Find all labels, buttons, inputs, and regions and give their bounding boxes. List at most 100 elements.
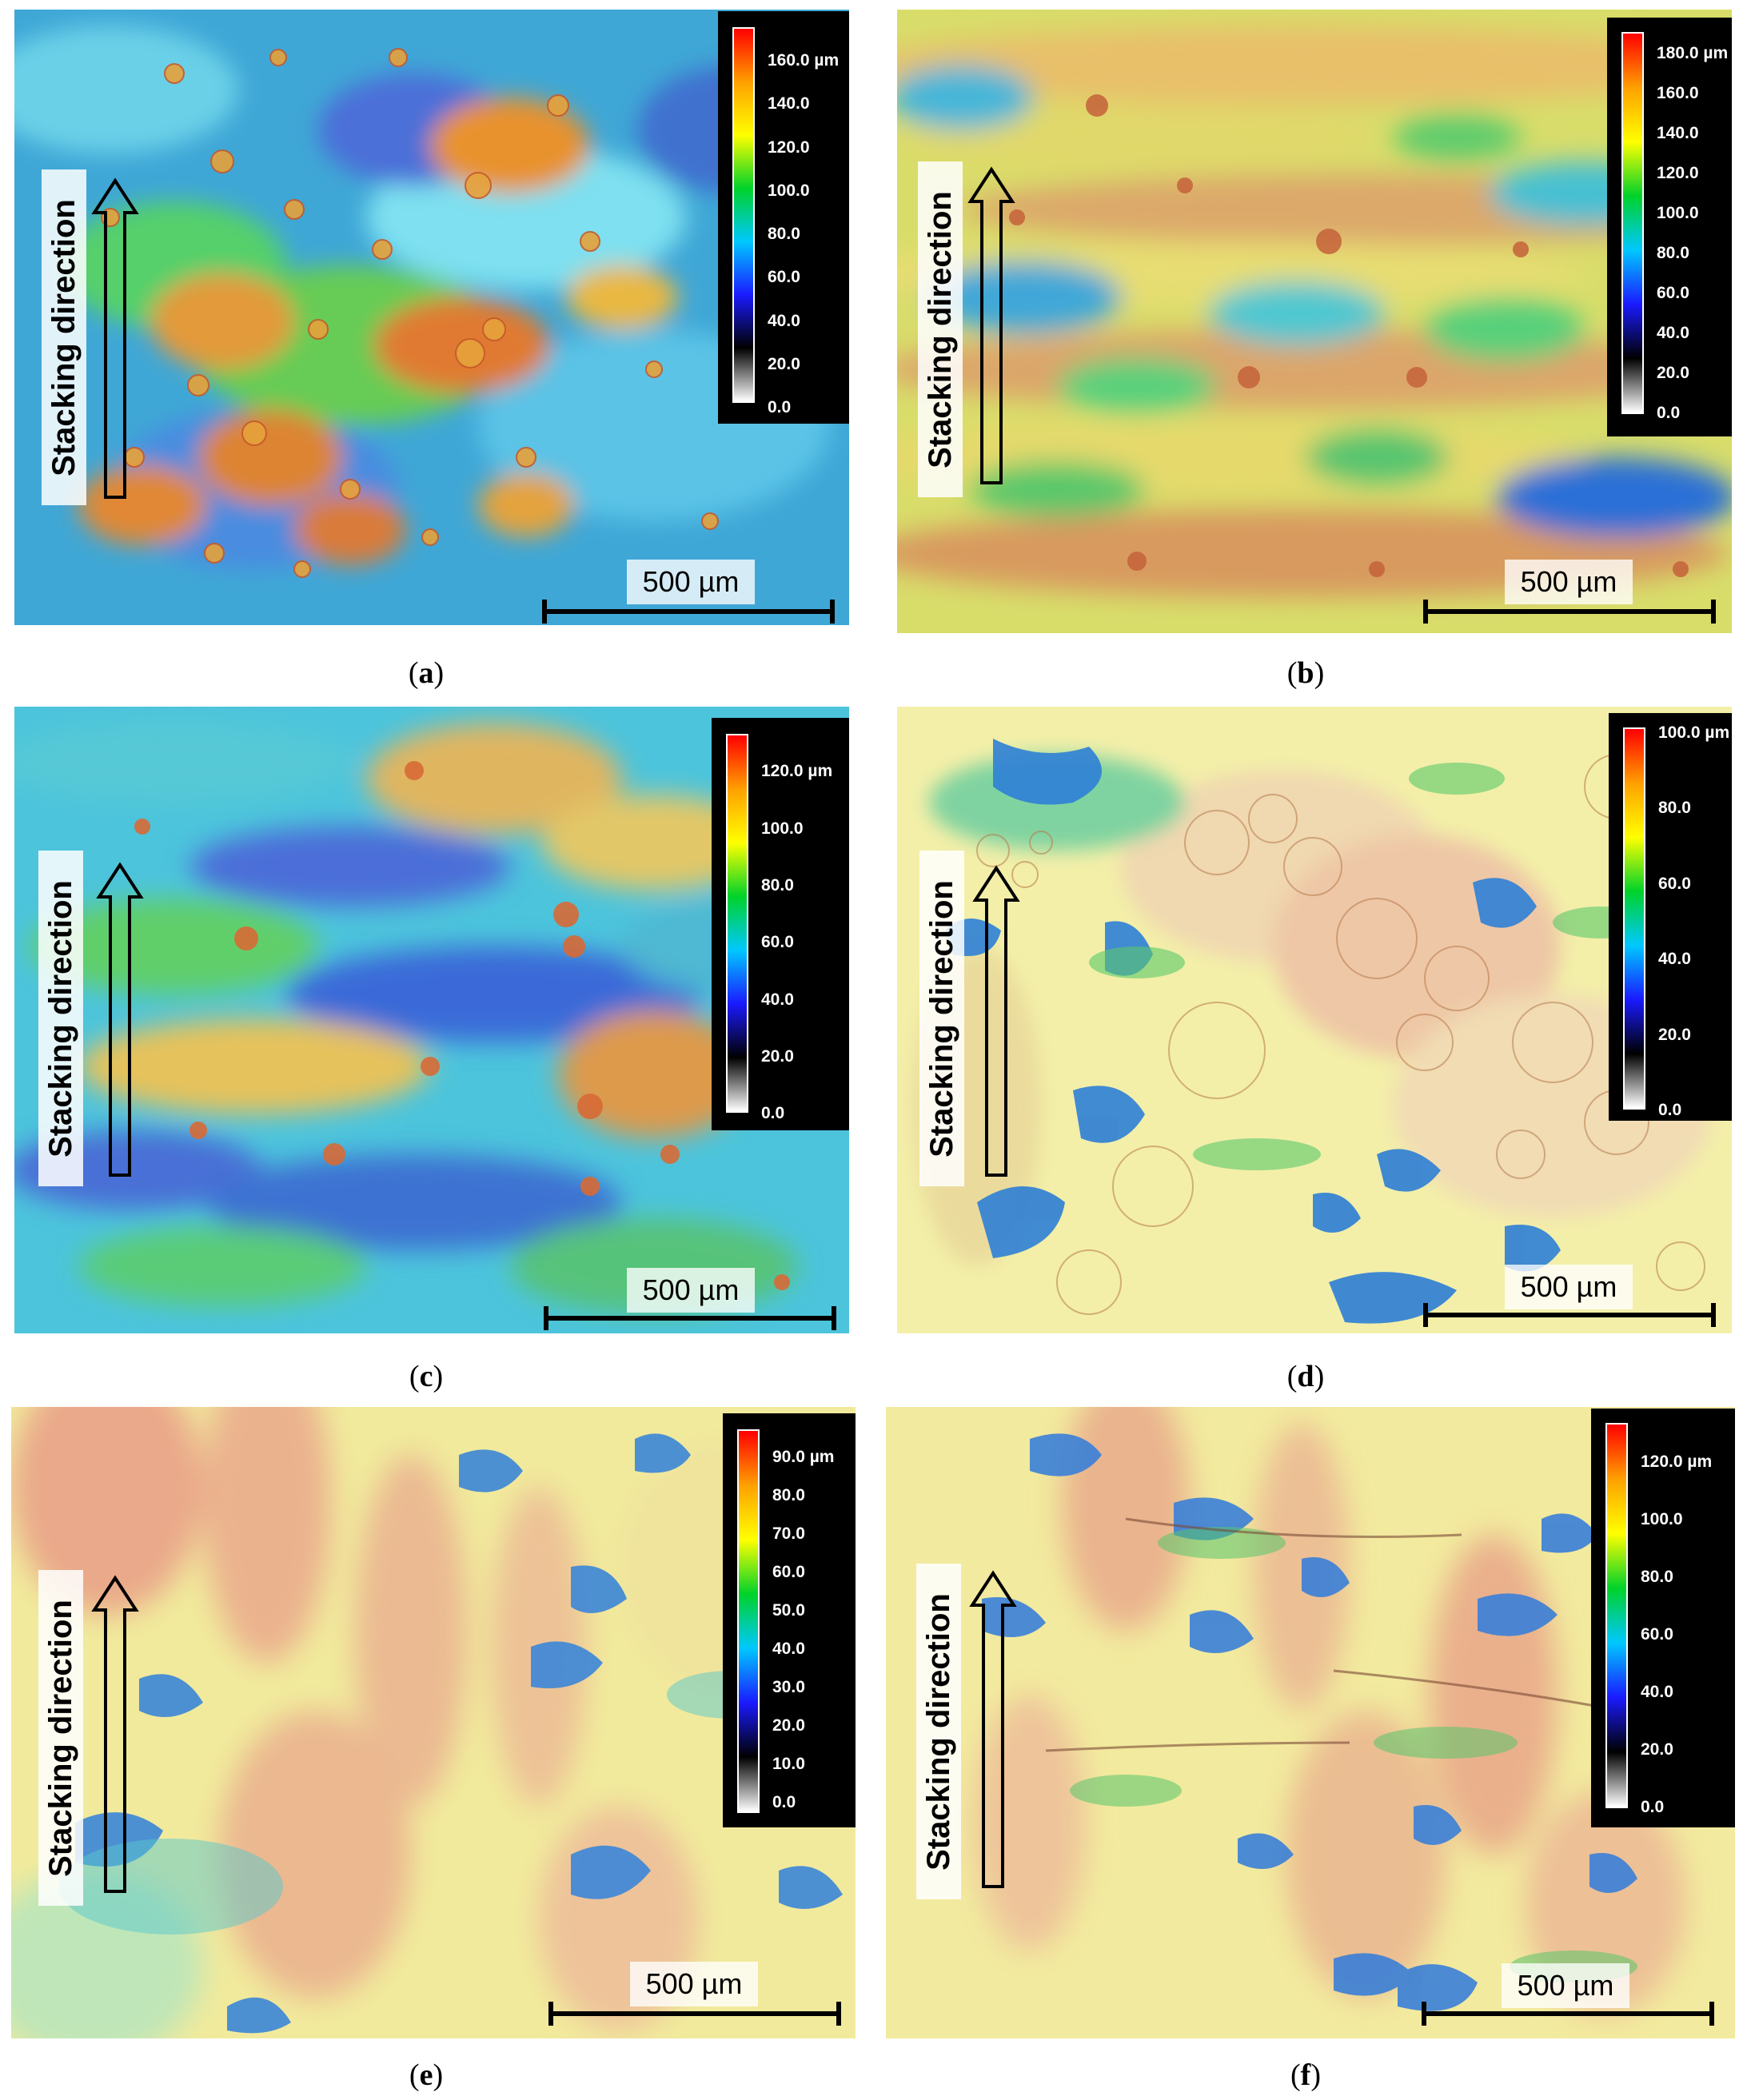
panel-b-caption: (b)	[1286, 656, 1325, 690]
colorbar-tick: 0.0	[772, 1793, 796, 1811]
colorbar-tick: 40.0	[772, 1640, 805, 1658]
scale-bar-label: 500 µm	[1505, 1265, 1633, 1309]
surface-height-map-b	[897, 10, 1732, 633]
stacking-direction-label: Stacking direction	[916, 1564, 961, 1899]
colorbar-tick: 0.0	[761, 1104, 785, 1122]
colorbar-tick: 120.0 µm	[761, 762, 833, 780]
panel-f-caption: (f)	[1290, 2058, 1321, 2092]
stacking-direction-arrow-icon	[969, 1570, 1017, 1893]
scale-bar-label: 500 µm	[627, 560, 755, 604]
colorbar-tick: 140.0	[1657, 124, 1699, 142]
colorbar-tick: 140.0	[768, 94, 810, 113]
stacking-direction-label: Stacking direction	[919, 851, 964, 1186]
scale-bar	[548, 2002, 841, 2026]
stacking-direction-label: Stacking direction	[38, 1570, 83, 1906]
scale-bar-label: 500 µm	[627, 1268, 755, 1313]
panel-a-image: Stacking direction 160.0 µm 140.0 120.0 …	[14, 10, 849, 625]
colorbar-tick: 10.0	[772, 1755, 805, 1773]
colorbar-gradient	[732, 27, 755, 403]
colorbar-tick: 40.0	[1657, 324, 1689, 342]
panel-d-caption: (d)	[1286, 1360, 1325, 1393]
colorbar-tick: 20.0	[768, 355, 800, 373]
colorbar-tick: 20.0	[1641, 1740, 1673, 1759]
colorbar-tick: 80.0	[1641, 1568, 1673, 1586]
colorbar-tick: 160.0 µm	[768, 51, 840, 70]
height-colorbar: 120.0 µm 100.0 80.0 60.0 40.0 20.0 0.0	[712, 718, 849, 1130]
colorbar-tick: 0.0	[768, 398, 792, 416]
height-colorbar: 180.0 µm 160.0 140.0 120.0 100.0 80.0 60…	[1607, 18, 1732, 436]
colorbar-tick: 90.0 µm	[772, 1448, 835, 1466]
colorbar-tick: 60.0	[1658, 875, 1691, 893]
colorbar-tick: 80.0	[1658, 799, 1691, 817]
colorbar-tick: 80.0	[1657, 244, 1689, 262]
colorbar-gradient	[1605, 1423, 1628, 1808]
colorbar-tick: 80.0	[768, 225, 800, 243]
colorbar-tick: 20.0	[1658, 1026, 1691, 1044]
colorbar-tick: 20.0	[772, 1716, 805, 1735]
height-colorbar: 160.0 µm 140.0 120.0 100.0 80.0 60.0 40.…	[718, 11, 849, 424]
surface-height-map-d	[897, 707, 1732, 1333]
panel-c-image: Stacking direction 120.0 µm 100.0 80.0 6…	[14, 707, 849, 1333]
scale-bar	[1423, 1303, 1716, 1327]
stacking-direction-arrow-icon	[967, 166, 1015, 489]
colorbar-tick: 30.0	[772, 1678, 805, 1696]
colorbar-tick: 60.0	[1641, 1625, 1673, 1644]
panel-a-caption: (a)	[408, 656, 445, 690]
surface-height-map-a	[14, 10, 849, 625]
colorbar-tick: 60.0	[1657, 284, 1689, 302]
height-colorbar: 90.0 µm 80.0 70.0 60.0 50.0 40.0 30.0 20…	[723, 1413, 856, 1827]
colorbar-tick: 70.0	[772, 1524, 805, 1543]
colorbar-gradient	[737, 1429, 760, 1813]
height-colorbar: 120.0 µm 100.0 80.0 60.0 40.0 20.0 0.0	[1591, 1409, 1735, 1827]
colorbar-tick: 100.0	[768, 181, 810, 200]
scale-bar-label: 500 µm	[630, 1962, 758, 2006]
colorbar-tick: 60.0	[772, 1563, 805, 1581]
colorbar-tick: 40.0	[1641, 1683, 1673, 1701]
colorbar-tick: 180.0 µm	[1657, 44, 1729, 62]
stacking-direction-arrow-icon	[96, 862, 144, 1181]
colorbar-tick: 20.0	[1657, 364, 1689, 382]
colorbar-tick: 160.0	[1657, 84, 1699, 102]
colorbar-tick: 100.0	[761, 819, 804, 838]
scale-bar	[544, 1306, 836, 1330]
colorbar-tick: 20.0	[761, 1047, 794, 1066]
scale-bar-label: 500 µm	[1502, 1963, 1629, 2008]
height-colorbar: 100.0 µm 80.0 60.0 40.0 20.0 0.0	[1609, 713, 1732, 1121]
stacking-direction-label: Stacking direction	[42, 169, 86, 505]
panel-f-image: Stacking direction 120.0 µm 100.0 80.0 6…	[886, 1407, 1735, 2038]
colorbar-tick: 40.0	[768, 312, 800, 330]
panel-e-image: Stacking direction 90.0 µm 80.0 70.0 60.…	[11, 1407, 856, 2038]
colorbar-tick: 80.0	[761, 876, 794, 895]
colorbar-tick: 0.0	[1658, 1101, 1682, 1119]
scale-bar	[1423, 600, 1716, 624]
stacking-direction-arrow-icon	[91, 1575, 139, 1898]
scale-bar	[1422, 2002, 1714, 2026]
panel-e-caption: (e)	[409, 2058, 444, 2092]
stacking-direction-label: Stacking direction	[38, 851, 83, 1186]
stacking-direction-label: Stacking direction	[918, 161, 963, 497]
scale-bar-label: 500 µm	[1505, 560, 1633, 604]
colorbar-tick: 120.0 µm	[1641, 1452, 1713, 1471]
colorbar-tick: 100.0 µm	[1658, 723, 1730, 742]
colorbar-gradient	[726, 734, 748, 1113]
colorbar-tick: 60.0	[768, 268, 800, 286]
colorbar-tick: 0.0	[1657, 404, 1681, 422]
panel-d-image: Stacking direction 100.0 µm 80.0 60.0 40…	[897, 707, 1732, 1333]
colorbar-tick: 40.0	[1658, 950, 1691, 968]
surface-height-map-c	[14, 707, 849, 1333]
colorbar-gradient	[1623, 727, 1645, 1110]
panel-b-image: Stacking direction 180.0 µm 160.0 140.0 …	[897, 10, 1732, 633]
colorbar-tick: 40.0	[761, 990, 794, 1009]
colorbar-tick: 0.0	[1641, 1798, 1665, 1816]
colorbar-tick: 100.0	[1657, 204, 1699, 222]
colorbar-tick: 80.0	[772, 1486, 805, 1504]
scale-bar	[542, 600, 835, 624]
colorbar-tick: 100.0	[1641, 1510, 1683, 1528]
panel-c-caption: (c)	[409, 1360, 444, 1393]
stacking-direction-arrow-icon	[91, 177, 139, 504]
colorbar-gradient	[1621, 32, 1644, 414]
colorbar-tick: 120.0	[768, 138, 810, 157]
colorbar-tick: 120.0	[1657, 164, 1699, 182]
colorbar-tick: 60.0	[761, 933, 794, 951]
colorbar-tick: 50.0	[772, 1601, 805, 1620]
